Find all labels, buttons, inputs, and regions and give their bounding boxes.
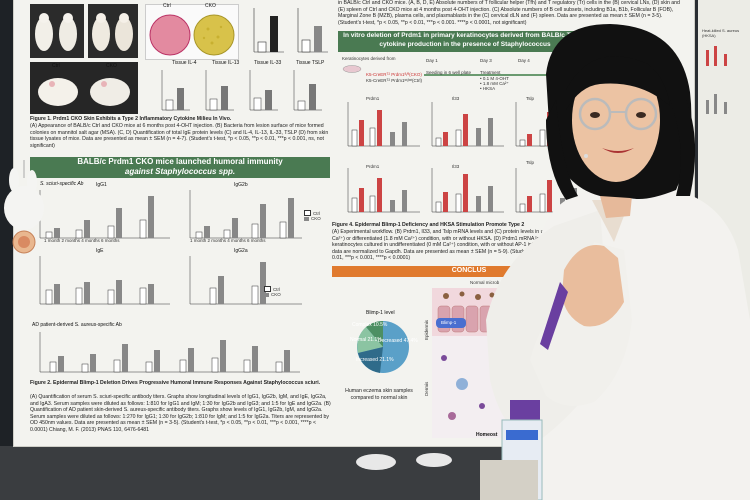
fig1-caption-title: Figure 1. Prdm1 CKO Skin Exhibits a Type… xyxy=(30,116,232,122)
day-label-1: Day 1 xyxy=(426,58,438,63)
panel2a-title: S. sciuri-specific Ab xyxy=(40,181,84,187)
panel2a-row1-bars xyxy=(30,188,330,244)
fig2-caption: (A) Quantification of serum S. sciuri-sp… xyxy=(30,394,331,433)
panel-d-title-il33: Tissue IL-33 xyxy=(254,60,282,66)
panel-d-title-tslp: Tissue TSLP xyxy=(296,60,325,66)
top-right-text-body: regulatory (Tr) cells in the (B) cervica… xyxy=(338,0,680,26)
adjacent-poster-figures xyxy=(700,40,748,140)
timeline-bar xyxy=(424,64,584,76)
fig4-row2-bars xyxy=(340,166,592,218)
legend-2a-row2: Ctrl CKO xyxy=(264,286,281,297)
gene-label-tslp-row2: Tslp xyxy=(526,160,535,165)
mouse-photo-ctrl-top xyxy=(30,4,84,58)
panel-d-title-il4: Tissue IL-4 xyxy=(172,60,197,66)
legend-item-cko: CKO xyxy=(304,216,321,221)
panel2b-bars xyxy=(30,330,330,378)
strain-ctrl-label: K5-CreERᵀ² Prdm1ʷᵗ/ʷᵗ(Ctrl) xyxy=(366,78,423,83)
panel2a-subtitle-igg2b: IgG2b xyxy=(234,182,248,188)
normal-microbe-label: Normal microb xyxy=(470,280,500,285)
fig4-caption-title: Figure 4. Epidermal Blimp-1 Deficiency a… xyxy=(332,222,525,228)
blimp1-label: Blimp-1 xyxy=(441,320,457,325)
panel2b-title: AD patient-derived S. aureus-specific Ab xyxy=(32,322,122,328)
legend-item-cko: CKO xyxy=(264,292,281,297)
presenter xyxy=(480,20,750,500)
panel-d-title-il13: Tissue IL-13 xyxy=(212,60,240,66)
gene-label-prdm1-row1: Prdm1 xyxy=(366,96,380,101)
treatment-label: Treatment xyxy=(480,70,501,75)
blimp1-pie-chart xyxy=(350,318,416,376)
homeostasis-label: Homeost xyxy=(476,432,498,438)
legend-swatch-cko xyxy=(264,292,269,297)
panel-a-label-ctrl: Ctrl xyxy=(52,63,60,69)
panel-a-label-cko: CKO xyxy=(106,63,117,69)
section2-band: BALB/c Prdm1 CKO mice launched humoral i… xyxy=(30,157,330,178)
human-eczema-caption: Human eczema skin samples compared to no… xyxy=(345,388,413,401)
dish-icon xyxy=(342,61,392,73)
day-label-3: Day 3 xyxy=(480,58,492,63)
gene-label-tslp-row1: Tslp xyxy=(526,96,535,101)
legend-swatch-cko xyxy=(304,216,309,221)
ige-bar-panel xyxy=(240,4,332,58)
panel2a-timepoints-right: 1 month 2 months 4 months 6 months xyxy=(190,238,266,243)
section2-title-line2: against Staphylococcus spp. xyxy=(124,167,236,176)
legend-item-ctrl: Ctrl xyxy=(264,286,281,292)
epidermis-label: Epidermis xyxy=(424,319,429,340)
gene-label-il33-row1: Il33 xyxy=(452,96,460,101)
strain-cko-label: K5-CreERᵀ² Prdm1ᶠˡ/ᶠˡ(CKO) xyxy=(366,72,422,77)
fig1-caption: (A) Appearance of BALB/c Ctrl and CKO mi… xyxy=(30,123,329,149)
conclusion-band: CONCLUS xyxy=(332,266,600,277)
panel2a-subtitle-igg1: IgG1 xyxy=(96,182,107,188)
pie-label-decreased: Decreased 47.4% xyxy=(378,338,418,344)
legend-2a: Ctrl CKO xyxy=(304,210,321,221)
gene-label-il33-row2: Il33 xyxy=(452,164,460,169)
legend-label-ctrl: Ctrl xyxy=(273,286,280,292)
mouse-photo-cko-top xyxy=(88,4,138,58)
gene-label-prdm1-row2: Prdm1 xyxy=(366,164,380,169)
seeding-label: Seeding in 6 well plate xyxy=(426,70,472,75)
panel-b-label-cko: CKO xyxy=(205,3,216,9)
cytokine-bar-panels xyxy=(150,66,335,114)
panel-b-label-ctrl: Ctrl xyxy=(163,3,171,9)
shoes-background xyxy=(352,448,462,472)
dermis-label: Dermis xyxy=(424,381,429,396)
legend-swatch-ctrl xyxy=(304,210,311,216)
legend-label-cko: CKO xyxy=(311,216,321,221)
section2-title-line1: BALB/c Prdm1 CKO mice launched humoral i… xyxy=(77,157,283,166)
panel2a-timepoints-left: 1 month 2 months 4 months 6 months xyxy=(44,238,120,243)
pie-label-increased: Increased 21.1% xyxy=(356,357,394,363)
mouse-photo-bottom xyxy=(30,62,138,114)
fig2-caption-title: Figure 2. Epidermal Blimp-1 Deletion Dri… xyxy=(30,380,321,386)
panel2a-subtitle-igg2a: IgG2a xyxy=(234,248,248,254)
pie-title: Blimp-1 level xyxy=(366,310,395,316)
legend-item-ctrl: Ctrl xyxy=(304,210,321,216)
top-right-text: in BALB/c Ctrl and CKO mice. (A, B, D, E… xyxy=(338,0,686,30)
bunny-keychain xyxy=(0,160,48,270)
adjacent-poster-text: Heat-killed S. aureus (HKSA) xyxy=(702,28,740,38)
keratinocytes-label: Keratinocytes derived from xyxy=(342,56,396,61)
top-right-text-head: in BALB/c Ctrl and CKO mice. (A, B, D, E… xyxy=(338,0,551,6)
pie-label-normal: Normal 21.1% xyxy=(350,337,382,343)
day-label-4: Day 4 xyxy=(518,58,530,63)
legend-label-ctrl: Ctrl xyxy=(313,210,320,216)
legend-swatch-ctrl xyxy=(264,286,271,292)
legend-label-cko: CKO xyxy=(271,292,281,297)
panel2a-row2-bars xyxy=(30,254,330,310)
treatment-detail: • 0.1 M 4-OHT • 1.8 mM Ca²⁺ • HKSA xyxy=(480,76,509,91)
booth-left-edge xyxy=(0,0,14,446)
panel2a-subtitle-ige: IgE xyxy=(96,248,104,254)
fig4-caption: (A) Experimental workflow. (B) Prdm1, Il… xyxy=(332,229,593,261)
pie-label-complex: Complex 10.5% xyxy=(352,322,388,328)
agar-plate-panel xyxy=(145,4,239,60)
section4-band: In vitro deletion of Prdm1 in primary ke… xyxy=(338,31,592,52)
